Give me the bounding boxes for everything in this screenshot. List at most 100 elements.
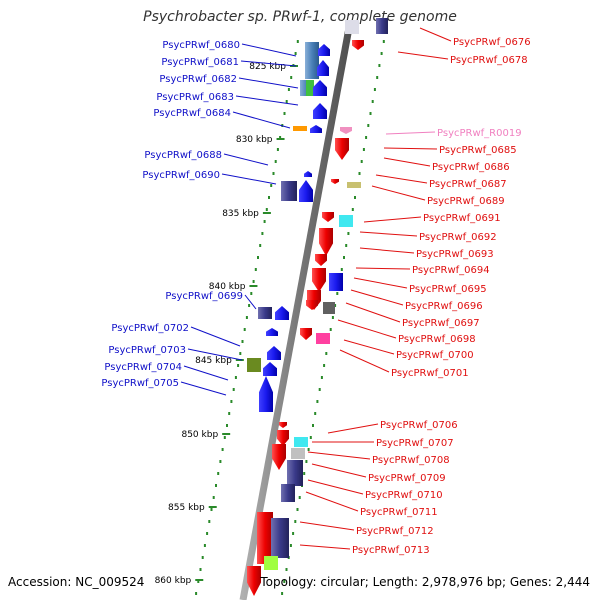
leader-line: [299, 521, 355, 531]
gene-arrow-forward: [310, 125, 322, 133]
guide-dot: [365, 136, 368, 139]
gene-block: [323, 302, 335, 314]
gene-arrow-reverse: [277, 430, 289, 446]
guide-dot: [232, 388, 235, 391]
gene-label-right: PsycPRwf_0693: [416, 249, 494, 260]
guide-dot: [263, 220, 266, 223]
gene-arrow-forward: [266, 328, 278, 336]
gene-label-right: PsycPRwf_0687: [429, 179, 507, 190]
leader-line: [345, 302, 401, 323]
guide-dot: [245, 316, 248, 319]
guide-dot: [226, 424, 228, 427]
guide-dot: [252, 280, 255, 283]
guide-dot: [201, 556, 204, 559]
gene-label-left: PsycPRwf_0688: [144, 150, 222, 161]
guide-dot: [230, 400, 233, 403]
gene-arrow-reverse: [319, 228, 333, 256]
leader-line: [183, 365, 229, 381]
guide-dot: [292, 532, 295, 535]
guide-dot: [234, 376, 237, 379]
gene-label-right: PsycPRwf_R0019: [437, 128, 522, 139]
leader-line: [307, 451, 371, 460]
gene-label-right: PsycPRwf_0697: [402, 318, 480, 329]
kbp-tick-label: 850 kbp: [181, 430, 218, 440]
leader-line: [353, 277, 408, 289]
guide-dot: [298, 496, 301, 499]
guide-dot: [219, 460, 222, 463]
gene-block: [258, 307, 272, 319]
gene-label-right: PsycPRwf_0711: [360, 507, 438, 518]
gene-label-left: PsycPRwf_0682: [159, 74, 237, 85]
gene-arrow-reverse: [340, 127, 352, 134]
guide-dot: [259, 244, 262, 247]
gene-label-right: PsycPRwf_0712: [356, 526, 434, 537]
guide-dot: [289, 544, 292, 547]
leader-line: [419, 27, 452, 42]
leader-line: [232, 111, 291, 129]
gene-block: [329, 273, 343, 291]
gene-label-right: PsycPRwf_0696: [405, 301, 483, 312]
leader-line: [385, 131, 436, 135]
gene-block: [291, 448, 305, 459]
guide-dot: [261, 232, 264, 235]
genome-info-text: Topology: circular; Length: 2,978,976 bp…: [260, 575, 590, 589]
gene-arrow-reverse: [352, 40, 364, 50]
guide-dot: [345, 244, 348, 247]
guide-dot: [206, 532, 209, 535]
guide-dot: [351, 208, 354, 211]
gene-block: [376, 18, 388, 34]
gene-arrow-forward: [259, 376, 273, 412]
gene-label-right: PsycPRwf_0678: [450, 55, 528, 66]
gene-label-left: PsycPRwf_0680: [162, 40, 240, 51]
guide-dot: [316, 400, 319, 403]
guide-dot: [334, 304, 337, 307]
guide-dot: [320, 376, 323, 379]
gene-arrow-forward: [267, 346, 281, 360]
gene-block: [294, 437, 308, 447]
guide-dot: [382, 40, 385, 43]
guide-dot: [203, 544, 206, 547]
gene-label-left: PsycPRwf_0702: [111, 323, 189, 334]
guide-dot: [272, 172, 275, 175]
gene-label-right: PsycPRwf_0689: [427, 196, 505, 207]
kbp-tick-label: 825 kbp: [249, 62, 286, 72]
guide-dot: [274, 160, 277, 163]
gene-label-right: PsycPRwf_0692: [419, 232, 497, 243]
gene-arrow-reverse: [312, 268, 326, 292]
guide-dot: [323, 364, 326, 367]
gene-arrow-reverse: [315, 254, 327, 266]
leader-line: [339, 349, 390, 373]
guide-dot: [305, 460, 308, 463]
guide-dot: [279, 136, 282, 139]
guide-dot: [367, 124, 370, 127]
guide-dot: [265, 208, 268, 211]
gene-arrow-forward: [313, 103, 327, 119]
guide-dot: [197, 580, 200, 583]
gene-arrow-reverse: [272, 444, 286, 470]
gene-arrow-reverse: [247, 566, 261, 596]
guide-dot: [380, 52, 383, 55]
guide-dot: [268, 196, 270, 199]
gene-label-left: PsycPRwf_0699: [165, 291, 243, 302]
leader-line: [355, 267, 411, 270]
leader-line: [187, 348, 243, 361]
gene-label-left: PsycPRwf_0690: [142, 170, 220, 181]
leader-line: [363, 216, 422, 223]
guide-dot: [239, 352, 242, 355]
guide-dot: [294, 520, 297, 523]
gene-arrow-forward: [318, 44, 330, 56]
guide-dot: [208, 520, 211, 523]
gene-arrow-reverse: [306, 300, 318, 310]
guide-dot: [307, 448, 310, 451]
guide-dot: [358, 172, 361, 175]
guide-dot: [257, 256, 259, 259]
guide-dot: [241, 340, 244, 343]
guide-dot: [212, 496, 215, 499]
leader-line: [343, 339, 395, 355]
accession-text: Accession: NC_009524: [8, 575, 145, 589]
guide-dot: [283, 580, 286, 583]
gene-label-right: PsycPRwf_0700: [396, 350, 474, 361]
guide-dot: [325, 352, 328, 355]
gene-block: [306, 80, 314, 96]
guide-dot: [312, 424, 314, 427]
